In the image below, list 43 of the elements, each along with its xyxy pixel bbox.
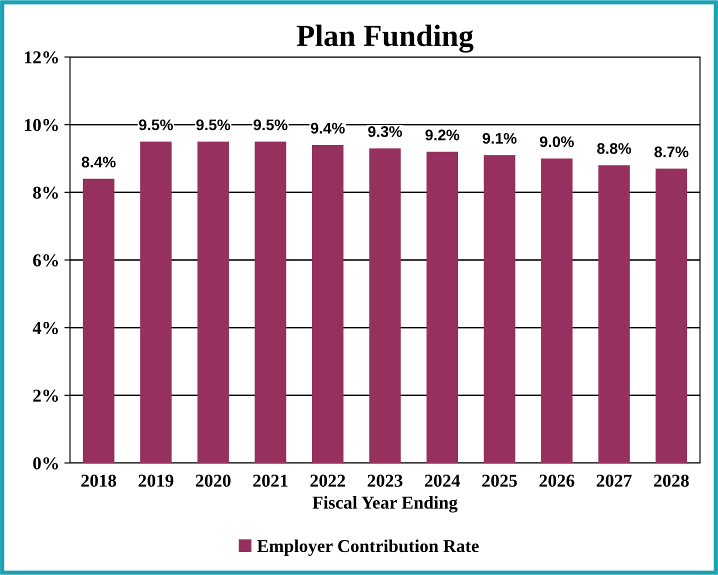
x-tick-label: 2023 (368, 474, 402, 487)
x-tick-label: 2019 (138, 474, 174, 487)
x-tick-label: 2028 (654, 474, 689, 487)
y-tick-label: 4% (32, 322, 58, 334)
x-tick-label: 2027 (596, 474, 632, 487)
x-tick-label: 2021 (253, 474, 288, 487)
y-tick-label: 0% (33, 457, 58, 470)
bar (598, 165, 630, 463)
data-label: 9.1% (482, 132, 517, 144)
data-label: 9.5% (254, 119, 288, 130)
bar (426, 152, 458, 463)
data-label: 9.3% (368, 126, 402, 138)
bar (369, 148, 401, 463)
x-tick-label: 2020 (196, 474, 231, 487)
bar (197, 142, 229, 463)
bar (541, 158, 573, 463)
bar (484, 155, 516, 463)
x-tick-label: 2025 (482, 474, 517, 487)
y-tick-label: 6% (33, 254, 58, 266)
y-tick-label: 2% (33, 390, 58, 402)
data-label: 9.0% (540, 136, 574, 148)
bar (312, 144, 344, 463)
bar (82, 178, 114, 463)
x-axis-title: Fiscal Year Ending (312, 496, 458, 513)
data-label: 8.4% (82, 156, 116, 168)
bar (254, 142, 286, 463)
data-label: 9.4% (310, 122, 345, 134)
x-tick-label: 2026 (540, 474, 574, 487)
data-label: 9.5% (196, 119, 230, 130)
data-label: 9.2% (425, 130, 460, 140)
bar (656, 168, 688, 463)
data-label: 8.7% (654, 146, 688, 158)
y-tick-label: 12% (24, 51, 58, 64)
legend-label: Employer Contribution Rate (257, 539, 479, 556)
bar (140, 142, 172, 463)
x-tick-label: 2024 (424, 474, 460, 487)
chart-title: Plan Funding (296, 24, 474, 53)
y-tick-label: 8% (33, 186, 58, 199)
data-label: 8.8% (597, 143, 632, 154)
y-tick-label: 10% (24, 118, 58, 132)
data-label: 9.5% (139, 119, 173, 130)
x-tick-label: 2018 (81, 474, 116, 487)
x-tick-label: 2022 (310, 474, 346, 487)
